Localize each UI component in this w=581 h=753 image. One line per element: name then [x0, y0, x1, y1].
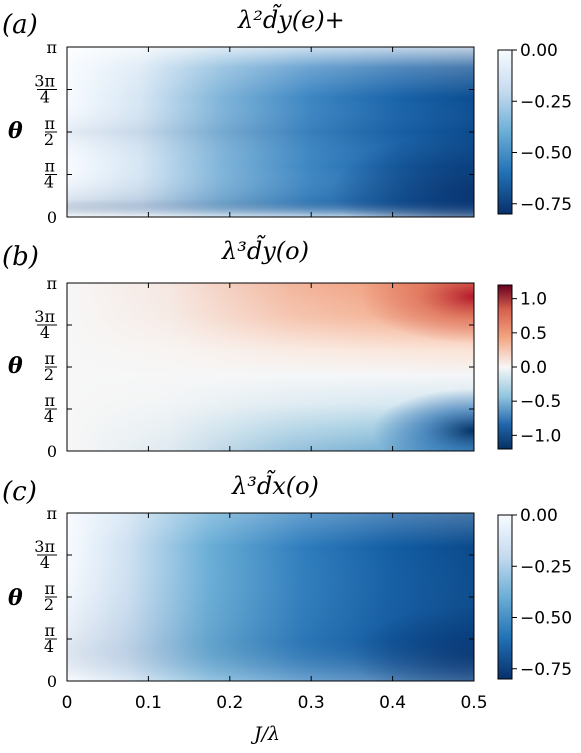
colorbar-tick-label: 0.00 [520, 506, 558, 526]
colorbar-tick-label: −0.50 [520, 609, 572, 629]
panel-a-heatmap [67, 47, 474, 217]
y-tick-label: 0 [47, 442, 57, 461]
panel-b-colorbar: 1.0 0.5 0.0 −0.5 −1.0 [497, 284, 561, 450]
colorbar-tick-label: −0.25 [520, 557, 572, 577]
y-tick-label: π [44, 579, 55, 598]
y-tick-label: 2 [44, 365, 54, 384]
y-tick-label: 4 [44, 407, 54, 426]
y-tick-label: π [44, 349, 55, 368]
x-tick-label: 0.5 [460, 693, 487, 713]
panel-a-title: λ²d̃y(e)+ [237, 3, 345, 34]
panel-b-xticks [66, 283, 475, 451]
y-tick-label: 2 [44, 130, 54, 149]
colorbar-tick-label: −0.25 [520, 92, 572, 112]
panel-c-xticks [66, 513, 475, 681]
y-tick-label: π [44, 114, 55, 133]
x-axis-label: J/λ [250, 723, 280, 745]
colorbar-tick-label: 0.0 [520, 358, 547, 378]
colorbar-tick-label: 0.5 [520, 324, 547, 344]
x-tick-label: 0 [62, 693, 73, 713]
colorbar-tick-label: 0.00 [520, 41, 558, 61]
panel-c-ylabel: θ [8, 585, 23, 611]
panel-a-label: (a) [2, 10, 38, 40]
panel-a-xticks [66, 47, 475, 217]
colorbar-tick-label: −0.50 [520, 144, 572, 164]
y-tick-label: π [44, 157, 55, 176]
x-tick-label: 0.4 [379, 693, 406, 713]
panel-c-title: λ³d̃x(o) [231, 469, 319, 500]
panel-b-label: (b) [2, 242, 39, 272]
colorbar-tick-label: −0.75 [520, 660, 572, 680]
x-tick-label: 0.1 [135, 693, 162, 713]
y-tick-label: π [46, 504, 57, 523]
y-tick-label: 0 [47, 208, 57, 227]
y-tick-label: 2 [44, 595, 54, 614]
y-tick-label: 3π [34, 537, 55, 556]
panel-a-ylabel: θ [8, 118, 23, 144]
colorbar-tick-label: −0.5 [520, 392, 561, 412]
y-tick-label: π [44, 621, 55, 640]
panel-a-colorbar: 0.00 −0.25 −0.50 −0.75 [497, 41, 572, 215]
y-tick-label: 4 [40, 553, 50, 572]
x-tick-label: 0.3 [298, 693, 325, 713]
y-tick-label: π [46, 38, 57, 57]
y-tick-label: 0 [47, 672, 57, 691]
panel-c-label: (c) [2, 477, 37, 507]
colorbar-tick-label: −1.0 [520, 426, 561, 446]
panel-c-colorbar: 0.00 −0.25 −0.50 −0.75 [497, 506, 572, 680]
x-tick-labels: 0 0.1 0.2 0.3 0.4 0.5 [62, 693, 488, 713]
panel-b-ylabel: θ [8, 353, 23, 379]
panel-c-heatmap [67, 513, 474, 681]
y-tick-label: 4 [44, 637, 54, 656]
y-tick-label: π [46, 274, 57, 293]
x-tick-label: 0.2 [216, 693, 243, 713]
colorbar-tick-label: −0.75 [520, 195, 572, 215]
panel-b-heatmap [67, 283, 474, 451]
y-tick-label: 4 [40, 88, 50, 107]
y-tick-label: π [44, 391, 55, 410]
colorbar-tick-label: 1.0 [520, 290, 547, 310]
y-tick-label: 3π [34, 307, 55, 326]
y-tick-label: 4 [44, 173, 54, 192]
panel-b-title: λ³d̃y(o) [221, 234, 309, 265]
y-tick-label: 4 [40, 323, 50, 342]
y-tick-label: 3π [34, 72, 55, 91]
